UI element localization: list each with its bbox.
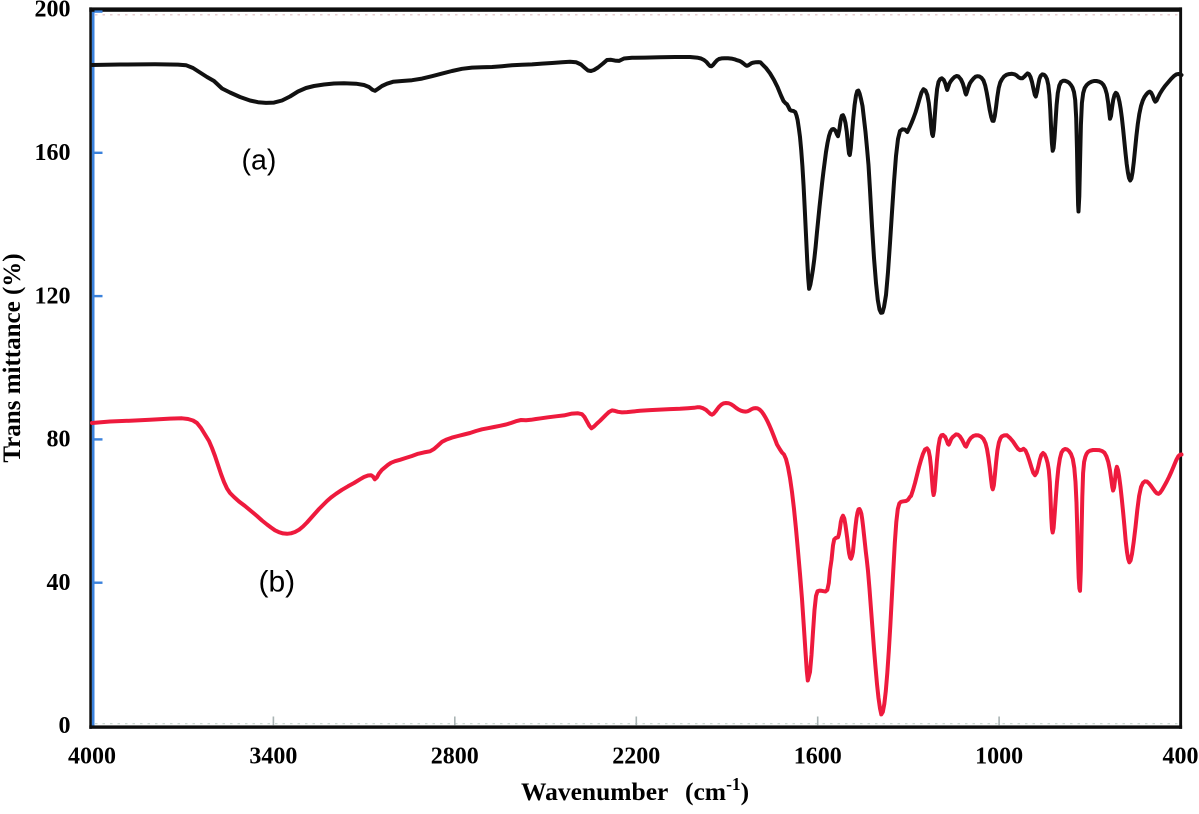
svg-text:160: 160 (35, 140, 71, 166)
svg-text:200: 200 (35, 0, 71, 23)
svg-text:400: 400 (1163, 744, 1199, 770)
svg-text:2800: 2800 (431, 744, 479, 770)
svg-text:1600: 1600 (794, 744, 842, 770)
svg-text:(a): (a) (242, 145, 277, 177)
svg-text:3400: 3400 (249, 744, 297, 770)
svg-text:4000: 4000 (68, 744, 116, 770)
svg-text:Trans mittance (%): Trans mittance (%) (0, 253, 26, 462)
svg-text:80: 80 (47, 427, 71, 453)
svg-text:1000: 1000 (975, 744, 1023, 770)
svg-text:40: 40 (47, 570, 71, 596)
svg-text:120: 120 (35, 283, 71, 309)
svg-text:2200: 2200 (612, 744, 660, 770)
svg-text:Wavenumber: Wavenumber (521, 777, 668, 806)
svg-text:(b): (b) (259, 566, 296, 599)
svg-text:0: 0 (59, 713, 71, 739)
